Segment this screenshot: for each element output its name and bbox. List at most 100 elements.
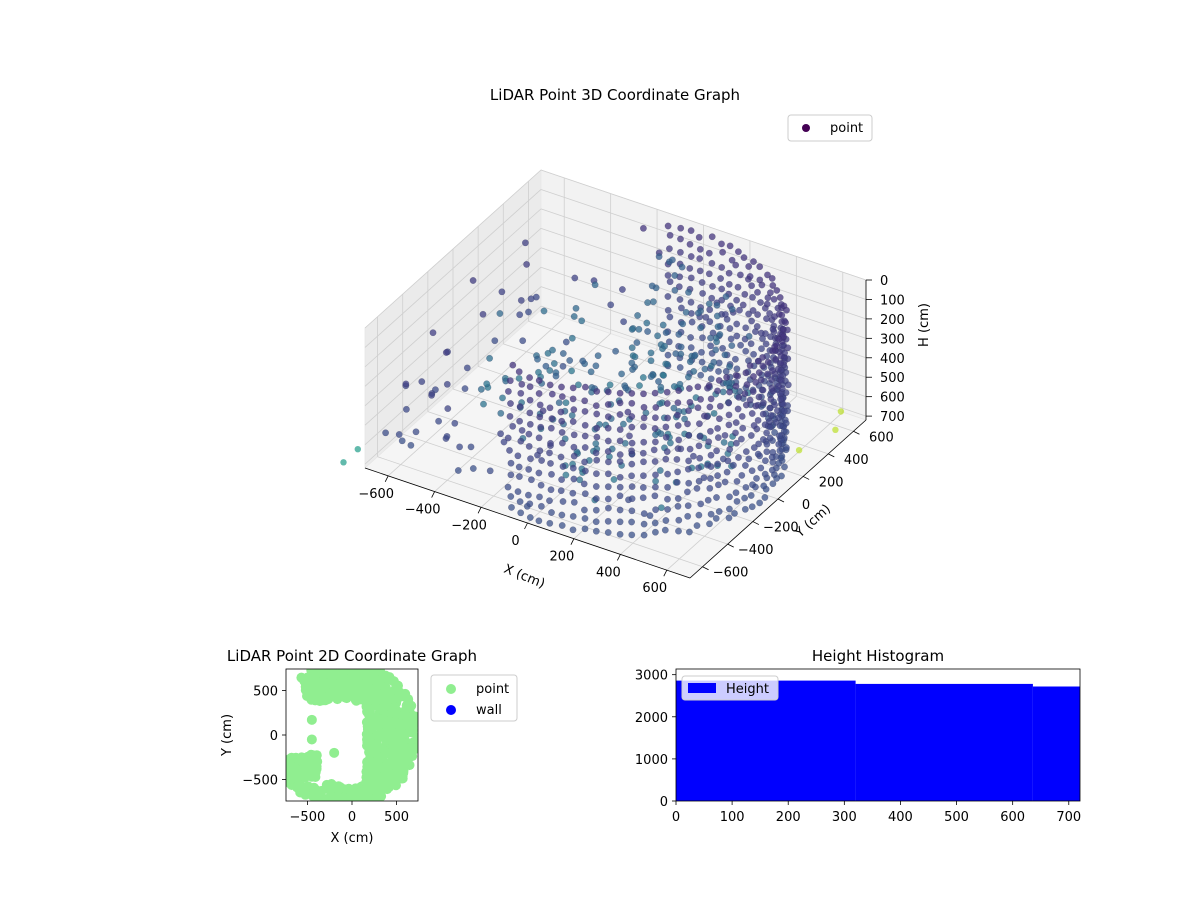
point-3d	[639, 449, 647, 457]
point-3d	[740, 254, 748, 262]
point-3d	[707, 510, 715, 518]
point-3d	[628, 531, 636, 539]
point-3d	[581, 383, 589, 391]
point-3d	[559, 498, 567, 505]
point-3d	[721, 310, 729, 318]
histogram-y-tick-label: 2000	[635, 711, 668, 726]
point-3d	[761, 470, 769, 478]
point-3d	[626, 432, 633, 440]
point-3d	[736, 271, 744, 279]
point-3d	[766, 434, 774, 442]
point-3d	[624, 408, 632, 416]
z-tick-label-3d: 700	[880, 410, 905, 425]
point-3d	[497, 409, 505, 417]
point-3d	[748, 282, 756, 290]
point-3d	[742, 324, 750, 332]
point-3d	[697, 500, 705, 508]
point-3d	[639, 374, 647, 381]
point-3d	[759, 436, 767, 443]
point-3d	[592, 495, 600, 503]
point-2d	[299, 763, 310, 773]
point-3d	[657, 383, 665, 391]
histogram-x-tick-label: 100	[720, 810, 745, 825]
point-3d	[726, 242, 734, 250]
point-3d	[664, 222, 672, 230]
point-2d	[375, 669, 385, 676]
point-3d	[581, 467, 589, 475]
point-3d	[750, 444, 758, 452]
point-3d	[640, 390, 647, 398]
y-tick-label-3d: 200	[819, 475, 844, 490]
point-3d	[759, 353, 767, 361]
point-3d	[705, 300, 713, 308]
point-3d	[515, 463, 523, 471]
point-3d	[695, 477, 703, 485]
point-3d	[616, 530, 624, 538]
legend-3d-label-point: point	[830, 121, 863, 136]
point-3d	[629, 366, 636, 373]
point-3d	[558, 476, 566, 484]
point-3d-outlier	[795, 447, 803, 454]
point-3d	[672, 350, 680, 358]
point-3d	[558, 393, 566, 401]
legend-3d-marker-point	[802, 124, 810, 132]
point-3d	[691, 351, 699, 359]
point-3d	[710, 409, 718, 417]
point-3d	[781, 463, 788, 471]
point-3d	[664, 271, 672, 279]
point-2d	[294, 780, 305, 791]
point-2d	[395, 753, 406, 764]
x-tick-mark-3d	[570, 538, 575, 545]
point-3d	[479, 310, 487, 318]
point-3d	[699, 334, 706, 342]
point-3d	[518, 380, 526, 388]
point-3d	[724, 457, 732, 465]
x-tick-label-2d: 500	[384, 810, 409, 825]
point-3d	[628, 344, 636, 352]
point-3d	[677, 343, 685, 351]
point-3d	[640, 403, 648, 411]
point-2d	[373, 742, 384, 753]
point-3d	[698, 348, 705, 356]
point-3d	[604, 504, 612, 512]
point-3d	[704, 496, 712, 504]
point-3d	[688, 318, 696, 326]
point-3d	[640, 414, 648, 422]
point-3d	[525, 308, 532, 316]
point-3d	[747, 340, 755, 348]
point-3d	[604, 448, 612, 455]
point-3d	[526, 374, 534, 382]
point-3d	[721, 431, 729, 439]
point-3d	[722, 293, 730, 301]
point-3d	[676, 248, 684, 256]
point-3d	[652, 471, 659, 479]
point-3d	[633, 339, 641, 347]
x-tick-mark-3d	[431, 491, 436, 498]
point-3d	[592, 527, 600, 535]
point-3d	[650, 446, 658, 454]
point-3d	[407, 441, 415, 449]
y-tick-label-3d: −400	[738, 543, 774, 558]
point-3d	[732, 429, 739, 437]
point-3d	[618, 370, 626, 378]
histogram-y-tick-label: 1000	[635, 753, 668, 768]
point-3d	[764, 271, 771, 279]
x-tick-label-3d: −400	[405, 503, 441, 518]
point-3d	[686, 445, 694, 453]
z-tick-label-3d: 400	[880, 352, 905, 367]
point-2d	[326, 788, 337, 799]
point-3d	[546, 519, 554, 527]
point-3d	[772, 355, 780, 363]
point-3d	[732, 439, 740, 447]
point-3d	[748, 317, 756, 325]
point-3d	[685, 528, 693, 536]
point-3d	[444, 405, 452, 413]
point-3d	[628, 507, 636, 515]
x-tick-label-2d: −500	[290, 810, 326, 825]
point-3d	[664, 414, 672, 422]
point-3d	[536, 447, 544, 455]
point-3d	[733, 296, 741, 304]
point-3d	[728, 256, 736, 264]
point-3d	[654, 332, 662, 340]
point-3d	[578, 317, 586, 325]
